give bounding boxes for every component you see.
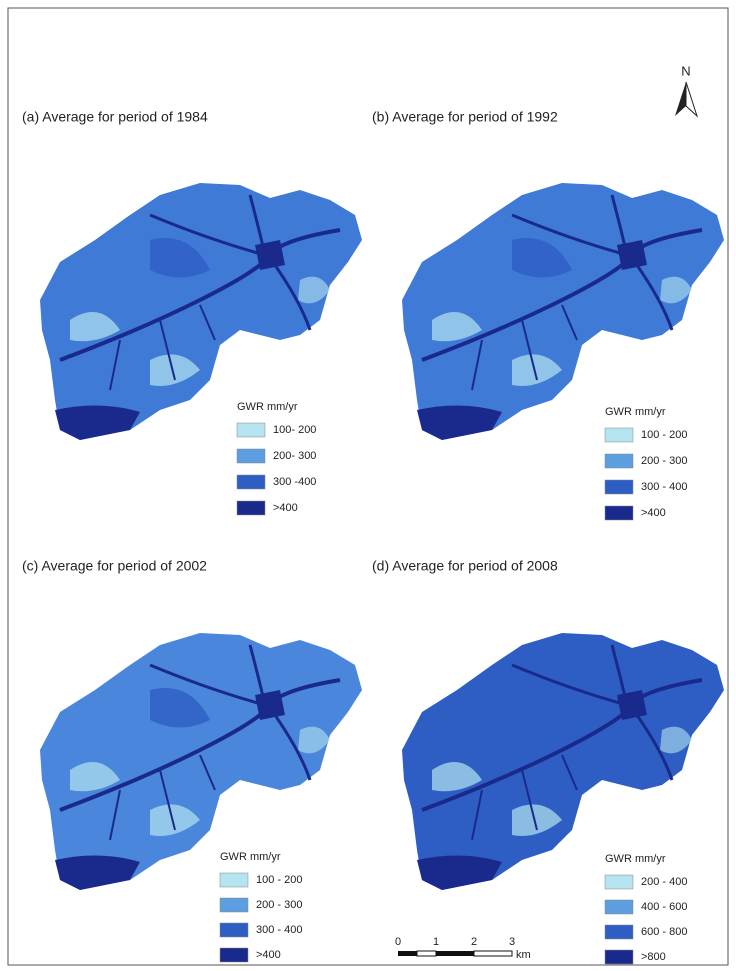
legend-label: 300 - 400: [256, 924, 302, 936]
legend-swatch: [605, 950, 633, 964]
scale-label: 2: [471, 936, 477, 948]
legend-swatch: [220, 873, 248, 887]
legend-label: >400: [273, 502, 298, 514]
scale-label: 1: [433, 936, 439, 948]
scale-bar: 0 1 2 3km: [395, 936, 531, 961]
legend-swatch: [605, 900, 633, 914]
map: [40, 633, 362, 890]
legend-title: GWR mm/yr: [605, 853, 666, 865]
legend-label: 200 - 300: [641, 455, 687, 467]
legend-label: 400 - 600: [641, 901, 687, 913]
legend-label: 100 - 200: [256, 874, 302, 886]
legend-label: >400: [256, 949, 281, 961]
legend-swatch: [605, 480, 633, 494]
legend-swatch: [237, 475, 265, 489]
legend-swatch: [605, 454, 633, 468]
map: [40, 183, 362, 440]
legend-label: 200 - 300: [256, 899, 302, 911]
legend-swatch: [605, 428, 633, 442]
legend-title: GWR mm/yr: [220, 851, 281, 863]
map: [402, 633, 724, 890]
legend-label: >400: [641, 507, 666, 519]
legend-label: 300 -400: [273, 476, 316, 488]
legend: GWR mm/yr 200 - 400 400 - 600 600 - 800 >800: [605, 853, 687, 964]
panel-title: (b) Average for period of 1992: [372, 109, 558, 125]
legend-swatch: [220, 948, 248, 962]
legend-swatch: [237, 449, 265, 463]
panel-title: (c) Average for period of 2002: [22, 558, 207, 574]
scale-label: 0: [395, 936, 401, 948]
legend: GWR mm/yr 100 - 200 200 - 300 300 - 400 >400: [605, 406, 687, 520]
legend-title: GWR mm/yr: [605, 406, 666, 418]
map: [402, 183, 724, 440]
legend-label: 200 - 400: [641, 876, 687, 888]
panel-title: (a) Average for period of 1984: [22, 109, 208, 125]
legend-swatch: [220, 923, 248, 937]
north-arrow: N: [675, 63, 697, 116]
legend-label: 600 - 800: [641, 926, 687, 938]
legend-swatch: [237, 501, 265, 515]
page: {"panels": [ {"title": "(a) Average for …: [0, 0, 736, 971]
north-label: N: [681, 63, 690, 78]
legend-label: 200- 300: [273, 450, 316, 462]
legend-swatch: [237, 423, 265, 437]
legend-label: 300 - 400: [641, 481, 687, 493]
legend-label: >800: [641, 951, 666, 963]
scale-unit: km: [516, 949, 531, 961]
legend-label: 100- 200: [273, 424, 316, 436]
legend: GWR mm/yr 100 - 200 200 - 300 300 - 400 >400: [220, 851, 302, 962]
legend: GWR mm/yr 100- 200 200- 300 300 -400 >400: [237, 401, 316, 515]
legend-title: GWR mm/yr: [237, 401, 298, 413]
panel-title: (d) Average for period of 2008: [372, 558, 558, 574]
legend-swatch: [605, 506, 633, 520]
legend-swatch: [605, 925, 633, 939]
figure: (a) Average for period of 1984 (b) Avera…: [0, 0, 736, 971]
legend-swatch: [605, 875, 633, 889]
scale-label: 3: [509, 936, 515, 948]
legend-label: 100 - 200: [641, 429, 687, 441]
legend-swatch: [220, 898, 248, 912]
